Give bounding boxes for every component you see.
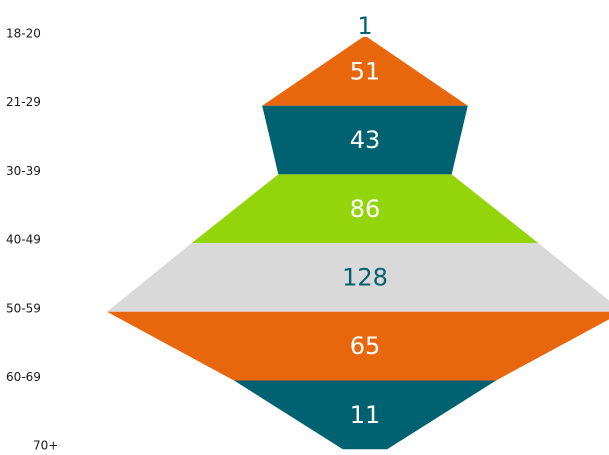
- funnel-band-50-59: [107, 243, 609, 312]
- value-labels: 1 51 43 86 128 65 11: [342, 12, 388, 429]
- funnel-band-60-69: [107, 311, 609, 381]
- funnel-band-40-49: [191, 174, 539, 244]
- age-label-30-39: 30-39: [6, 164, 41, 178]
- funnel-band-21-29: [262, 37, 468, 106]
- age-label-40-49: 40-49: [6, 233, 41, 247]
- age-label-60-69: 60-69: [6, 370, 41, 384]
- funnel-bands: [107, 37, 609, 450]
- value-label-18-20: 1: [357, 12, 372, 40]
- value-label-70+: 11: [350, 401, 381, 429]
- age-labels: 18-20 21-29 30-39 40-49 50-59 60-69 70+: [6, 27, 58, 453]
- value-label-21-29: 51: [350, 57, 381, 85]
- age-label-21-29: 21-29: [6, 95, 41, 109]
- age-label-50-59: 50-59: [6, 301, 41, 315]
- value-label-50-59: 128: [342, 263, 388, 291]
- age-label-18-20: 18-20: [6, 27, 41, 41]
- age-label-70+: 70+: [33, 439, 58, 453]
- funnel-band-30-39: [262, 105, 468, 175]
- value-label-30-39: 43: [350, 126, 381, 154]
- funnel-band-70+: [233, 380, 497, 450]
- value-label-40-49: 86: [350, 195, 381, 223]
- value-label-60-69: 65: [350, 332, 381, 360]
